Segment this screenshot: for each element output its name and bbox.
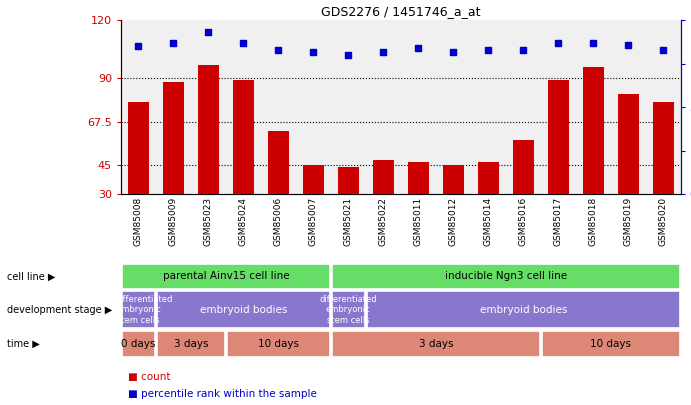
Point <box>168 40 179 46</box>
Point <box>587 40 598 46</box>
Bar <box>367 291 679 328</box>
Point <box>378 48 389 55</box>
Text: differentiated
embryonic
stem cells: differentiated embryonic stem cells <box>319 295 377 325</box>
Bar <box>163 82 184 252</box>
Bar <box>198 65 219 252</box>
Bar <box>122 291 155 328</box>
Bar <box>542 331 679 357</box>
Bar <box>157 331 225 357</box>
Point <box>343 52 354 58</box>
Bar <box>477 162 499 252</box>
Point <box>483 47 494 53</box>
Bar <box>548 80 569 252</box>
Point <box>238 40 249 46</box>
Bar <box>372 160 394 252</box>
Bar <box>338 167 359 252</box>
Bar <box>128 102 149 252</box>
Point <box>203 29 214 36</box>
Text: 10 days: 10 days <box>258 339 299 349</box>
Point <box>553 40 564 46</box>
Bar <box>332 264 679 288</box>
Text: 3 days: 3 days <box>173 339 208 349</box>
Text: embryoid bodies: embryoid bodies <box>200 305 287 315</box>
Point <box>658 47 669 53</box>
Point <box>518 47 529 53</box>
Bar <box>513 140 533 252</box>
Text: development stage ▶: development stage ▶ <box>7 305 112 315</box>
Title: GDS2276 / 1451746_a_at: GDS2276 / 1451746_a_at <box>321 5 480 18</box>
Text: 3 days: 3 days <box>419 339 453 349</box>
Bar <box>618 94 638 252</box>
Text: cell line ▶: cell line ▶ <box>7 271 55 281</box>
Bar <box>332 291 365 328</box>
Point <box>413 45 424 51</box>
Point <box>307 48 319 55</box>
Text: 0 days: 0 days <box>121 339 155 349</box>
Text: 10 days: 10 days <box>590 339 631 349</box>
Bar <box>303 165 324 252</box>
Bar <box>233 80 254 252</box>
Bar <box>268 130 289 252</box>
Bar <box>122 264 330 288</box>
Bar <box>443 165 464 252</box>
Bar <box>332 331 540 357</box>
Point <box>133 43 144 50</box>
Text: inducible Ngn3 cell line: inducible Ngn3 cell line <box>445 271 567 281</box>
Bar <box>227 331 330 357</box>
Text: embryoid bodies: embryoid bodies <box>480 305 567 315</box>
Text: undifferentiated
embryonic
stem cells: undifferentiated embryonic stem cells <box>104 295 173 325</box>
Bar <box>157 291 330 328</box>
Text: time ▶: time ▶ <box>7 339 39 349</box>
Bar <box>583 67 604 252</box>
Bar <box>652 102 674 252</box>
Point <box>448 48 459 55</box>
Bar <box>408 162 428 252</box>
Text: ■ count: ■ count <box>128 372 171 382</box>
Point <box>273 47 284 53</box>
Text: ■ percentile rank within the sample: ■ percentile rank within the sample <box>128 389 316 399</box>
Point <box>623 41 634 48</box>
Bar <box>122 331 155 357</box>
Text: parental Ainv15 cell line: parental Ainv15 cell line <box>162 271 289 281</box>
